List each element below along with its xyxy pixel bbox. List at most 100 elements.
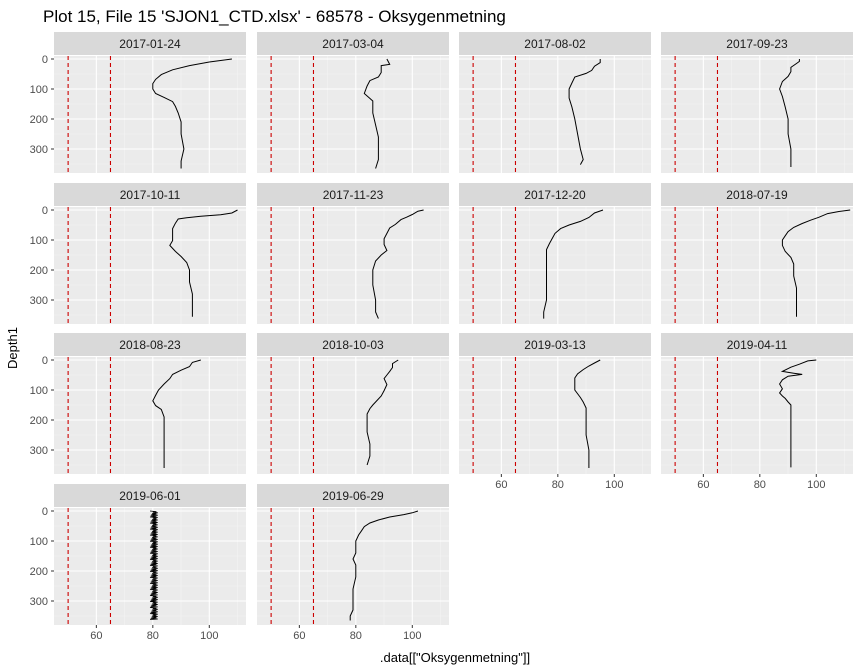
profile-line: [152, 58, 232, 169]
facet-label: 2017-01-24: [119, 37, 181, 51]
panel-background: [257, 56, 449, 173]
facet-strip: [257, 333, 449, 356]
facet-strip: [661, 32, 853, 55]
panel-background: [257, 207, 449, 324]
y-tick-label: 300: [30, 295, 48, 307]
facet-strip: [459, 333, 651, 356]
y-tick-label: 200: [30, 415, 48, 427]
panel-background: [54, 207, 246, 324]
profile-line: [349, 510, 419, 621]
x-tick-label: 60: [495, 479, 507, 491]
y-tick-label: 300: [30, 596, 48, 608]
chart-title: Plot 15, File 15 'SJON1_CTD.xlsx' - 6857…: [43, 7, 506, 26]
profile-line: [149, 510, 158, 620]
x-tick-label: 60: [697, 479, 709, 491]
y-tick-label: 100: [30, 84, 48, 96]
profile-line: [152, 359, 201, 468]
x-tick-label: 80: [147, 630, 159, 642]
facet-panel: 2018-10-03: [257, 333, 449, 474]
panel-background: [459, 207, 651, 324]
facet-label: 2017-09-23: [726, 37, 788, 51]
facet-panel: 2017-09-23: [661, 32, 853, 173]
y-tick-label: 100: [30, 385, 48, 397]
y-tick-label: 0: [42, 506, 48, 518]
profile-line: [781, 209, 851, 317]
x-tick-label: 60: [90, 630, 102, 642]
panel-background: [459, 56, 651, 173]
y-tick-label: 100: [30, 536, 48, 548]
facet-strip: [459, 32, 651, 55]
profile-line: [372, 209, 424, 319]
panel-background: [459, 357, 651, 474]
facet-panel: 2018-08-23 0 100 200 300: [30, 333, 246, 474]
facet-label: 2017-11-23: [323, 188, 384, 202]
facet-strip: [257, 32, 449, 55]
y-tick-label: 300: [30, 144, 48, 156]
facet-label: 2017-03-04: [322, 37, 384, 51]
profile-line: [574, 359, 601, 468]
profile-line: [779, 59, 800, 167]
profile-line: [169, 209, 238, 317]
facet-strip: [661, 183, 853, 206]
y-tick-label: 200: [30, 265, 48, 277]
facet-strip: [459, 183, 651, 206]
facet-label: 2019-03-13: [524, 338, 586, 352]
x-tick-label: 60: [293, 630, 305, 642]
y-tick-label: 0: [42, 205, 48, 217]
facet-strip: [257, 484, 449, 507]
facet-label: 2018-10-03: [322, 338, 384, 352]
panel-background: [54, 357, 246, 474]
facet-strip: [54, 484, 246, 507]
x-tick-label: 80: [754, 479, 766, 491]
y-axis-title: Depth1: [5, 327, 20, 369]
panel-background: [54, 508, 246, 625]
facet-strip: [54, 183, 246, 206]
x-tick-label: 100: [200, 630, 218, 642]
x-tick-label: 100: [403, 630, 421, 642]
x-tick-label: 80: [350, 630, 362, 642]
profile-line: [778, 359, 817, 468]
facet-label: 2018-08-23: [119, 338, 181, 352]
y-tick-label: 0: [42, 54, 48, 66]
facet-grid: 2017-01-24 0 100 200 300 2017-03-04 2017-08-02…: [30, 32, 853, 642]
facet-label: 2017-12-20: [524, 188, 586, 202]
facet-label: 2019-04-11: [727, 338, 788, 352]
y-tick-label: 0: [42, 355, 48, 367]
panel-background: [661, 207, 853, 324]
y-tick-label: 200: [30, 566, 48, 578]
facet-label: 2019-06-29: [322, 489, 384, 503]
panel-background: [661, 357, 853, 474]
profile-line: [543, 209, 604, 319]
facet-panel: 2017-08-02: [459, 32, 651, 173]
x-tick-label: 80: [552, 479, 564, 491]
facet-panel: 2019-03-13 60 80 100: [459, 333, 651, 491]
facet-strip: [54, 32, 246, 55]
y-tick-label: 300: [30, 445, 48, 457]
y-tick-label: 100: [30, 235, 48, 247]
facet-label: 2017-10-11: [120, 188, 181, 202]
facet-panel: 2017-01-24 0 100 200 300: [30, 32, 246, 173]
facet-panel: 2019-06-29 60 80 100: [257, 484, 449, 642]
facet-label: 2018-07-19: [726, 188, 788, 202]
profile-line: [366, 359, 399, 466]
facet-strip: [257, 183, 449, 206]
panel-background: [257, 357, 449, 474]
x-tick-label: 100: [605, 479, 623, 491]
facet-strip: [661, 333, 853, 356]
profile-line: [363, 58, 391, 169]
facet-panel: 2017-12-20: [459, 183, 651, 324]
facet-panel: 2018-07-19: [661, 183, 853, 324]
x-tick-label: 100: [807, 479, 825, 491]
facet-panel: 2019-06-01 0 100 200 300 60 80 100: [30, 484, 246, 642]
y-tick-label: 200: [30, 114, 48, 126]
facet-panel: 2017-11-23: [257, 183, 449, 324]
facet-panel: 2019-04-11 60 80 100: [661, 333, 853, 491]
facet-label: 2017-08-02: [524, 37, 586, 51]
facet-panel: 2017-10-11 0 100 200 300: [30, 183, 246, 324]
facet-panel: 2017-03-04: [257, 32, 449, 173]
facet-strip: [54, 333, 246, 356]
panel-background: [54, 56, 246, 173]
x-axis-title: .data[["Oksygenmetning"]]: [380, 650, 530, 665]
facet-label: 2019-06-01: [119, 489, 181, 503]
